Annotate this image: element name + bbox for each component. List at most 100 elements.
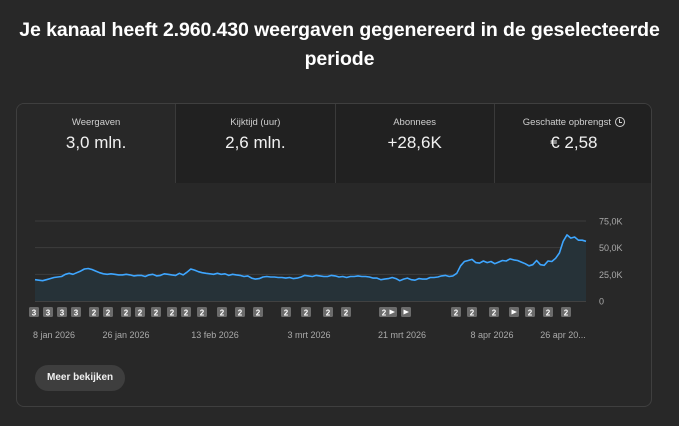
tab-geschatte-opbrengst[interactable]: Geschatte opbrengst € 2,58 [493,104,651,183]
marker-box [29,307,39,317]
video-marker[interactable]: 2 [467,307,477,318]
marker-box [43,307,53,317]
tab-weergaven[interactable]: Weergaven 3,0 mln. [17,104,176,183]
video-marker[interactable]: 2 [167,307,177,318]
marker-label: 3 [74,309,79,318]
marker-box [121,307,131,317]
video-marker[interactable]: 2 [197,307,207,318]
video-marker[interactable]: 2 [543,307,553,318]
marker-box [217,307,227,317]
video-marker[interactable]: 2 [235,307,245,318]
tab-kijktijd[interactable]: Kijktijd (uur) 2,6 mln. [175,104,335,183]
marker-box [281,307,291,317]
video-marker[interactable]: 2 [121,307,131,318]
marker-box [181,307,191,317]
video-marker[interactable]: 2 [341,307,351,318]
x-tick-label: 3 mrt 2026 [287,330,330,340]
video-marker[interactable]: 2 [281,307,291,318]
marker-label: 2 [138,309,143,318]
marker-box [57,307,67,317]
marker-box [543,307,553,317]
chart-area [35,234,586,301]
marker-box [301,307,311,317]
marker-label: 2 [492,309,497,318]
marker-box [489,307,499,317]
video-marker[interactable]: 2 [89,307,99,318]
x-tick-label: 8 apr 2026 [470,330,513,340]
video-marker[interactable]: 3 [71,307,81,318]
chart-line [34,234,587,282]
video-marker[interactable]: 3 [29,307,39,318]
video-marker[interactable]: 2 [301,307,311,318]
marker-box [451,307,461,317]
tab-label: Abonnees [393,117,437,128]
marker-box [103,307,113,317]
video-marker[interactable]: 3 [57,307,67,318]
marker-label: 2 [382,309,387,318]
marker-label: 2 [344,309,349,318]
video-marker[interactable]: 2 [451,307,461,318]
tab-label: Geschatte opbrengst [495,117,651,128]
video-marker[interactable]: 2 [135,307,145,318]
tab-value: +28,6K [387,133,442,152]
marker-label: 2 [106,309,111,318]
y-tick-label: 0 [599,297,604,307]
marker-label: 2 [454,309,459,318]
marker-box [151,307,161,317]
tab-value: 2,6 mln. [225,133,286,152]
marker-box [235,307,245,317]
video-marker[interactable]: 2 [525,307,535,318]
tab-abonnees[interactable]: Abonnees +28,6K [334,104,494,183]
marker-label: 2 [124,309,129,318]
marker-box [197,307,207,317]
marker-label: 2 [256,309,261,318]
marker-label: 2 [200,309,205,318]
y-tick-label: 50,0K [599,243,623,253]
clock-icon[interactable] [614,117,625,127]
more-button[interactable]: Meer bekijken [35,365,126,391]
video-marker[interactable]: 2 [253,307,263,318]
play-icon [511,309,517,315]
y-tick-label: 25,0K [599,270,623,280]
video-marker[interactable]: 2 [181,307,191,318]
video-marker[interactable]: 2 [151,307,161,318]
play-icon [389,309,395,315]
marker-label: 2 [546,309,551,318]
marker-label: 2 [238,309,243,318]
video-marker-play[interactable] [509,307,519,317]
tab-value: 3,0 mln. [65,133,127,152]
video-marker[interactable]: 2 [489,307,499,318]
video-marker[interactable]: 2 [323,307,333,318]
marker-label: 2 [170,309,175,318]
video-marker[interactable]: 2 [379,307,389,318]
y-tick-label: 75,0K [599,217,623,227]
marker-box [467,307,477,317]
marker-box [167,307,177,317]
x-tick-label: 8 jan 2026 [33,330,75,340]
marker-box [135,307,145,317]
video-marker[interactable]: 3 [43,307,53,318]
video-marker[interactable]: 2 [561,307,571,318]
marker-label: 3 [46,309,51,318]
tab-label: Weergaven [71,117,121,128]
marker-label: 2 [304,309,309,318]
marker-label: 2 [220,309,225,318]
tab-label-text: Geschatte opbrengst [522,117,611,128]
video-marker-play[interactable] [387,307,397,317]
x-tick-label: 13 feb 2026 [191,330,239,340]
video-marker[interactable]: 2 [103,307,113,318]
video-marker[interactable]: 2 [217,307,227,318]
marker-label: 2 [184,309,189,318]
x-tick-label: 26 jan 2026 [102,330,149,340]
marker-box [71,307,81,317]
marker-label: 2 [92,309,97,318]
marker-box [525,307,535,317]
marker-box [561,307,571,317]
tab-value: € 2,58 [550,133,598,152]
marker-label: 2 [564,309,569,318]
marker-label: 2 [528,309,533,318]
video-marker-play[interactable] [401,307,411,317]
metric-tabs: Weergaven 3,0 mln. Kijktijd (uur) 2,6 ml… [17,104,651,183]
page-headline: Je kanaal heeft 2.960.430 weergaven gege… [19,19,660,70]
marker-label: 3 [60,309,65,318]
